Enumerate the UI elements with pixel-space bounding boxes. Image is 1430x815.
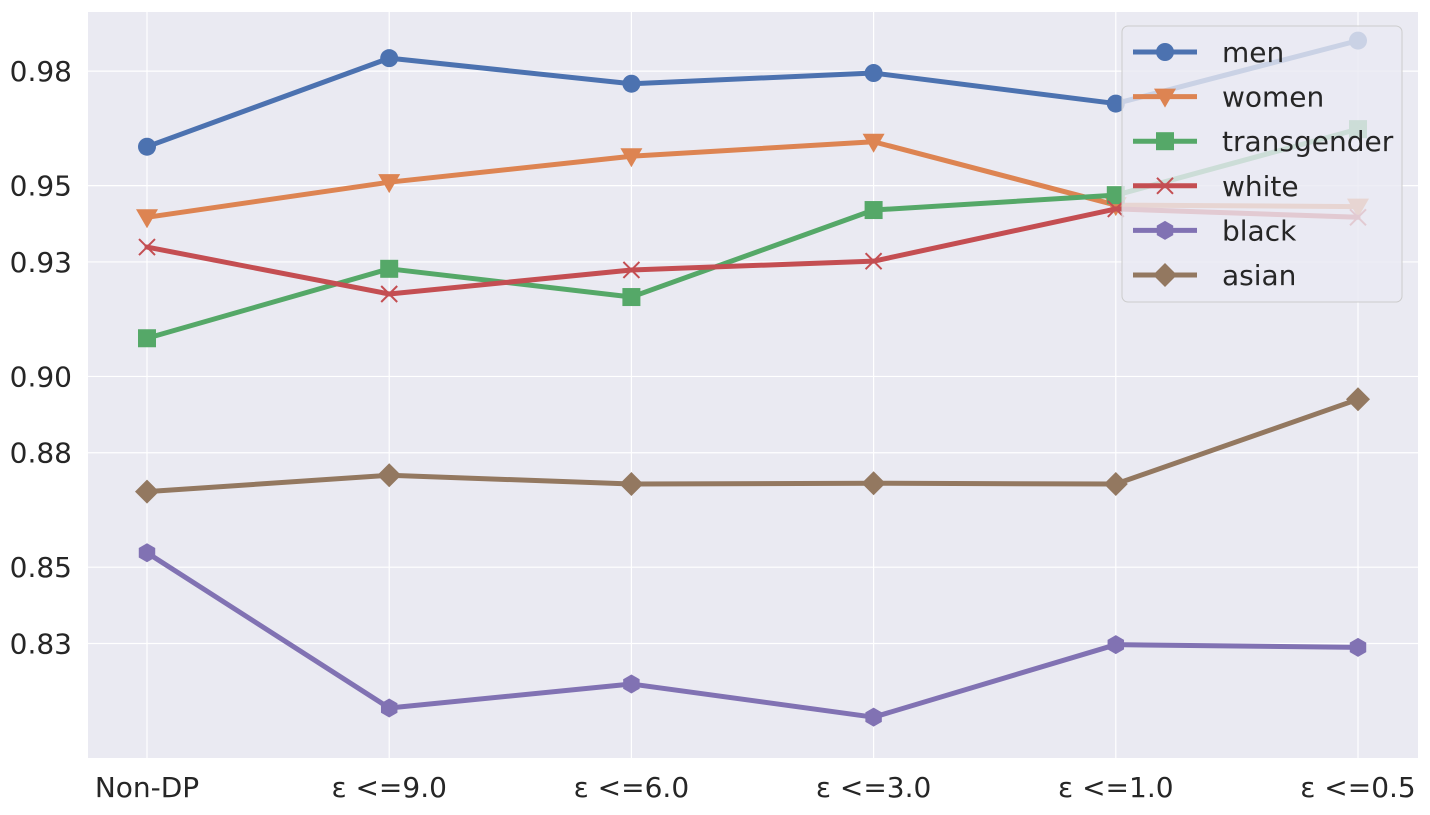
data-point-black (380, 698, 398, 718)
legend-label-black: black (1222, 214, 1297, 247)
data-point-men (864, 64, 883, 83)
legend-item-transgender: transgender (1133, 125, 1394, 158)
data-point-women (862, 133, 885, 153)
legend-label-women: women (1222, 81, 1324, 114)
y-tick-label: 0.85 (10, 551, 72, 584)
x-tick-label: ε <=3.0 (816, 771, 932, 804)
data-point-white (1107, 200, 1125, 218)
series-black (138, 543, 1367, 727)
y-tick-label: 0.90 (10, 360, 72, 393)
x-axis: Non-DP ε <=9.0 ε <=6.0 ε <=3.0 ε <=1.0 ε <=0.… (95, 771, 1416, 804)
x-tick-label: ε <=0.5 (1300, 771, 1416, 804)
data-point-black (623, 674, 640, 694)
legend-marker-women (1154, 88, 1176, 108)
data-point-asian (135, 479, 159, 504)
data-point-transgender (380, 259, 399, 278)
y-tick-label: 0.95 (10, 170, 72, 203)
data-point-asian (1346, 387, 1370, 412)
x-tick-label: ε <=6.0 (574, 771, 690, 804)
y-tick-label: 0.83 (10, 628, 72, 661)
legend-item-women: women (1133, 81, 1324, 114)
data-point-black (1349, 637, 1367, 657)
data-point-asian (619, 472, 644, 497)
legend-label-white: white (1222, 170, 1299, 203)
y-tick-label: 0.93 (10, 246, 72, 279)
legend-label-men: men (1222, 36, 1284, 69)
data-point-transgender (1106, 186, 1125, 205)
data-point-asian (377, 463, 402, 488)
series-line-asian (144, 396, 1361, 495)
data-point-men (1106, 94, 1125, 113)
data-point-black (865, 707, 882, 727)
legend: men women transgender white black asian (1121, 25, 1403, 303)
data-point-white (380, 285, 398, 303)
data-point-transgender (864, 201, 883, 220)
legend-item-asian: asian (1133, 259, 1296, 292)
data-point-men (380, 49, 399, 68)
legend-item-white: white (1133, 170, 1299, 203)
data-point-white (864, 252, 883, 270)
data-point-asian (861, 471, 886, 496)
data-point-transgender (138, 329, 156, 348)
legend-item-black: black (1133, 214, 1297, 247)
data-point-women (378, 174, 401, 194)
data-point-white (138, 238, 156, 256)
data-point-asian (1103, 472, 1128, 497)
data-point-black (1107, 635, 1125, 655)
grid (88, 12, 1418, 758)
data-point-women (136, 209, 158, 229)
y-tick-label: 0.98 (10, 55, 72, 88)
x-tick-label: ε <=9.0 (331, 771, 447, 804)
legend-marker-men (1156, 43, 1174, 61)
series-line-black (144, 550, 1361, 720)
legend-label-transgender: transgender (1222, 125, 1394, 158)
x-tick-label: ε <=1.0 (1058, 771, 1174, 804)
legend-marker-black (1156, 220, 1174, 240)
data-point-black (138, 543, 156, 563)
y-axis: 0.83 0.85 0.88 0.90 0.93 0.95 0.98 (10, 55, 72, 660)
data-point-white (622, 261, 641, 279)
legend-marker-white (1156, 177, 1174, 195)
data-point-transgender (622, 288, 641, 307)
series-asian (135, 387, 1370, 504)
y-tick-label: 0.88 (10, 437, 72, 470)
data-point-men (622, 74, 641, 93)
legend-item-men: men (1133, 36, 1284, 69)
data-point-women (620, 148, 643, 168)
legend-marker-asian (1153, 263, 1177, 287)
data-point-men (138, 137, 156, 156)
x-tick-label: Non-DP (95, 771, 199, 804)
legend-marker-transgender (1156, 132, 1174, 151)
legend-items: men women transgender white black asian (1133, 36, 1394, 292)
legend-label-asian: asian (1222, 259, 1296, 292)
